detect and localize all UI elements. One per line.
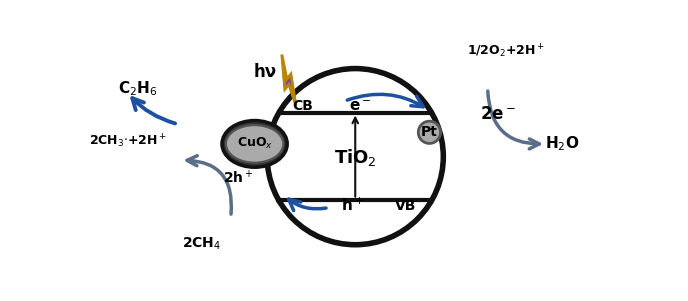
Text: 2h$^+$: 2h$^+$: [224, 169, 254, 186]
Ellipse shape: [226, 125, 283, 163]
Text: hν: hν: [254, 63, 277, 81]
Text: h$^+$: h$^+$: [341, 197, 364, 214]
Text: TiO$_2$: TiO$_2$: [334, 147, 376, 168]
Text: H$_2$O: H$_2$O: [545, 135, 579, 153]
Text: e$^-$: e$^-$: [350, 99, 372, 114]
Circle shape: [418, 121, 440, 144]
Text: 2e$^-$: 2e$^-$: [480, 105, 516, 123]
Text: CB: CB: [292, 99, 313, 113]
Text: 2CH$_4$: 2CH$_4$: [182, 235, 222, 252]
Polygon shape: [282, 55, 296, 106]
Text: VB: VB: [395, 200, 416, 213]
Ellipse shape: [224, 134, 285, 154]
Circle shape: [267, 69, 443, 245]
Text: Pt: Pt: [421, 125, 438, 139]
Text: 1/2O$_2$+2H$^+$: 1/2O$_2$+2H$^+$: [467, 42, 545, 60]
Ellipse shape: [222, 121, 287, 167]
Text: C$_2$H$_6$: C$_2$H$_6$: [118, 79, 158, 98]
Text: 2CH$_3$$\cdot$+2H$^+$: 2CH$_3$$\cdot$+2H$^+$: [89, 133, 168, 150]
Text: CuO$_x$: CuO$_x$: [237, 136, 272, 151]
